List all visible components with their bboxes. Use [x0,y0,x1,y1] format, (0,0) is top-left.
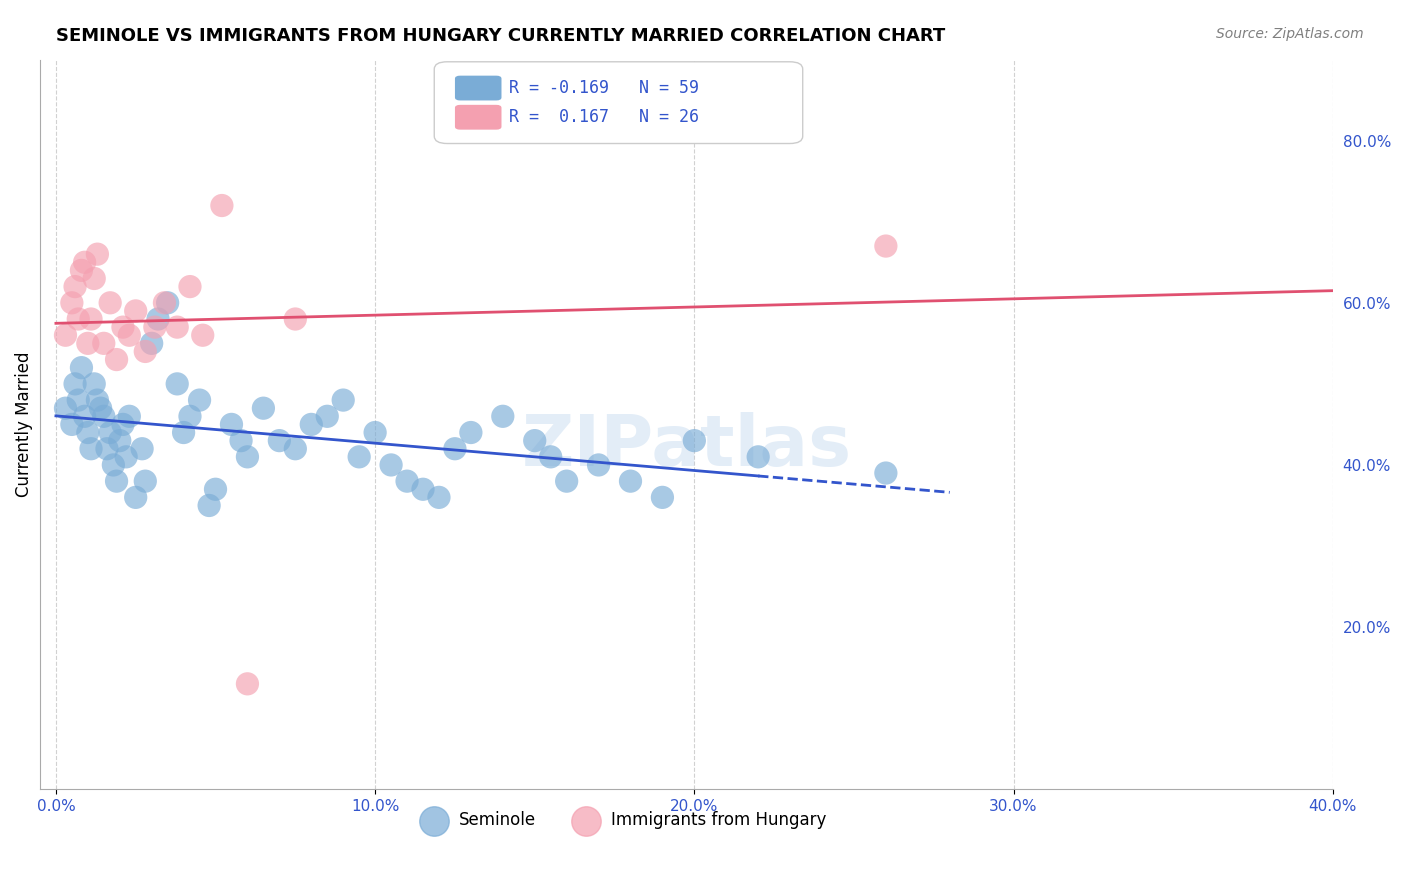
Point [156,295,179,310]
Point [86,393,108,408]
Point [191,328,214,343]
Point [683,434,706,448]
Point [63,376,86,391]
Point [284,312,307,326]
Point [125,304,148,318]
Point [236,677,259,691]
Point [73,255,96,269]
FancyBboxPatch shape [456,105,502,129]
Point [115,450,138,464]
Point [316,409,339,424]
Point [67,312,90,326]
Point [98,425,121,440]
FancyBboxPatch shape [456,76,502,101]
Point [747,450,769,464]
Point [166,320,188,334]
Text: R =  0.167   N = 26: R = 0.167 N = 26 [509,108,699,127]
Point [166,376,188,391]
Point [153,295,176,310]
Point [70,360,93,375]
Point [555,474,578,488]
Point [63,279,86,293]
Point [105,352,128,367]
Point [93,336,115,351]
Point [90,401,112,416]
Point [875,466,897,480]
Point [204,483,226,497]
Point [60,417,83,432]
Point [105,474,128,488]
Point [444,442,467,456]
Point [73,409,96,424]
Point [269,434,291,448]
Text: Source: ZipAtlas.com: Source: ZipAtlas.com [1216,27,1364,41]
Point [492,409,515,424]
Point [875,239,897,253]
Point [80,312,103,326]
Point [141,336,163,351]
Point [93,409,115,424]
Point [98,295,121,310]
Point [70,263,93,277]
FancyBboxPatch shape [434,62,803,144]
Point [143,320,166,334]
Point [83,271,105,285]
Point [134,344,156,359]
Point [96,442,118,456]
Point [83,376,105,391]
Point [427,491,450,505]
Point [198,499,221,513]
Point [252,401,274,416]
Y-axis label: Currently Married: Currently Married [15,351,32,497]
Point [460,425,482,440]
Point [80,442,103,456]
Point [55,401,77,416]
Legend: Seminole, Immigrants from Hungary: Seminole, Immigrants from Hungary [411,805,832,836]
Point [111,320,134,334]
Point [108,434,131,448]
Point [131,442,153,456]
Point [651,491,673,505]
Point [284,442,307,456]
Text: SEMINOLE VS IMMIGRANTS FROM HUNGARY CURRENTLY MARRIED CORRELATION CHART: SEMINOLE VS IMMIGRANTS FROM HUNGARY CURR… [56,27,945,45]
Point [125,491,148,505]
Point [67,393,90,408]
Point [347,450,370,464]
Point [173,425,195,440]
Point [332,393,354,408]
Point [236,450,259,464]
Point [118,328,141,343]
Point [134,474,156,488]
Point [211,198,233,212]
Point [76,336,98,351]
Point [299,417,322,432]
Point [396,474,419,488]
Point [118,409,141,424]
Point [179,409,201,424]
Point [60,295,83,310]
Point [103,458,125,472]
Point [364,425,387,440]
Point [588,458,610,472]
Point [76,425,98,440]
Point [55,328,77,343]
Point [229,434,252,448]
Text: ZIPatlas: ZIPatlas [522,412,852,481]
Point [619,474,641,488]
Point [380,458,402,472]
Point [540,450,562,464]
Text: R = -0.169   N = 59: R = -0.169 N = 59 [509,79,699,97]
Point [111,417,134,432]
Point [188,393,211,408]
Point [523,434,546,448]
Point [86,247,108,261]
Point [412,483,434,497]
Point [146,312,169,326]
Point [179,279,201,293]
Point [221,417,243,432]
